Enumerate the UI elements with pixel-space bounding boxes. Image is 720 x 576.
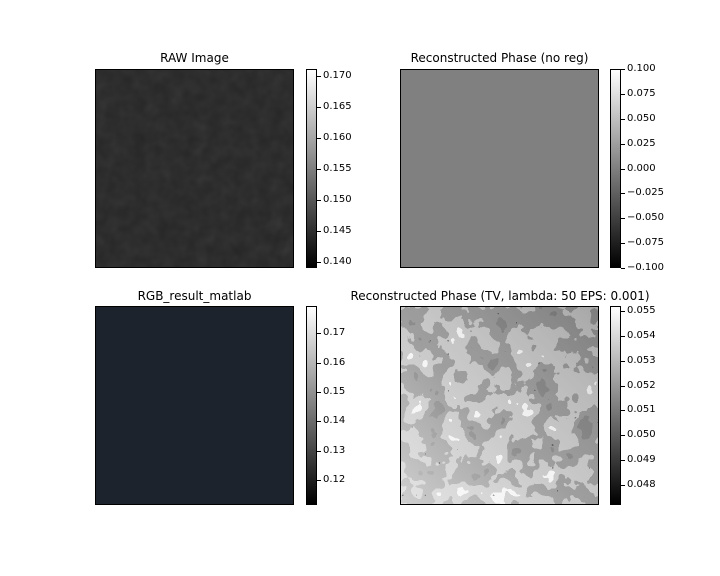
colorbar-tick-label: 0.052 xyxy=(627,380,656,391)
colorbar-tick-label: 0.049 xyxy=(627,454,656,465)
panel-title-raw-image: RAW Image xyxy=(160,51,229,65)
colorbar-tick-label: 0.053 xyxy=(627,355,656,366)
colorbar-tick-label: 0.17 xyxy=(323,327,346,338)
colorbar-tick-label: 0.160 xyxy=(323,132,352,143)
colorbar-tick-label: −0.025 xyxy=(627,187,665,198)
colorbar-tick-label: 0.025 xyxy=(627,138,656,149)
phase-no-reg-texture xyxy=(401,70,598,267)
phase-no-reg-colorbar xyxy=(610,69,621,268)
colorbar-tick-mark xyxy=(621,485,625,486)
colorbar-tick-label: −0.075 xyxy=(627,237,665,248)
colorbar-tick-label: 0.055 xyxy=(627,305,656,316)
colorbar-tick-mark xyxy=(317,138,321,139)
colorbar-tick-mark xyxy=(317,262,321,263)
colorbar-tick-label: 0.050 xyxy=(627,429,656,440)
colorbar-tick-mark xyxy=(621,218,625,219)
colorbar-tick-mark xyxy=(317,107,321,108)
colorbar-tick-mark xyxy=(621,336,625,337)
colorbar-tick-mark xyxy=(317,76,321,77)
colorbar-tick-mark xyxy=(621,69,625,70)
colorbar-tick-mark xyxy=(621,386,625,387)
colorbar-tick-label: 0.165 xyxy=(323,101,352,112)
colorbar-tick-mark xyxy=(317,200,321,201)
colorbar-tick-label: 0.150 xyxy=(323,194,352,205)
colorbar-tick-mark xyxy=(317,169,321,170)
raw-image-texture xyxy=(96,70,293,267)
colorbar-tick-label: 0.054 xyxy=(627,330,656,341)
colorbar-tick-mark xyxy=(317,421,321,422)
rgb-result-heatmap xyxy=(95,306,294,505)
colorbar-tick-label: 0.140 xyxy=(323,256,352,267)
colorbar-tick-label: 0.048 xyxy=(627,479,656,490)
colorbar-tick-mark xyxy=(621,460,625,461)
colorbar-tick-label: 0.170 xyxy=(323,70,352,81)
colorbar-tick-label: 0.12 xyxy=(323,474,346,485)
panel-title-phase-tv: Reconstructed Phase (TV, lambda: 50 EPS:… xyxy=(350,289,650,303)
phase-tv-colorbar xyxy=(610,306,621,505)
colorbar-tick-label: 0.075 xyxy=(627,88,656,99)
colorbar-tick-mark xyxy=(317,392,321,393)
colorbar-tick-label: 0.155 xyxy=(323,163,352,174)
colorbar-tick-mark xyxy=(317,333,321,334)
colorbar-tick-mark xyxy=(317,451,321,452)
colorbar-tick-label: 0.051 xyxy=(627,404,656,415)
colorbar-tick-label: 0.050 xyxy=(627,113,656,124)
colorbar-tick-label: 0.16 xyxy=(323,357,346,368)
phase-no-reg-heatmap xyxy=(400,69,599,268)
colorbar-tick-label: 0.000 xyxy=(627,163,656,174)
phase-tv-heatmap xyxy=(400,306,599,505)
colorbar-tick-mark xyxy=(621,243,625,244)
panel-title-phase-no-reg: Reconstructed Phase (no reg) xyxy=(410,51,589,65)
colorbar-tick-label: 0.14 xyxy=(323,415,346,426)
colorbar-tick-mark xyxy=(621,410,625,411)
colorbar-tick-label: −0.100 xyxy=(627,262,665,273)
colorbar-tick-mark xyxy=(621,169,625,170)
colorbar-tick-label: −0.050 xyxy=(627,212,665,223)
colorbar-tick-mark xyxy=(317,480,321,481)
rgb-result-texture xyxy=(96,307,293,504)
colorbar-tick-mark xyxy=(621,144,625,145)
raw-image-colorbar xyxy=(306,69,317,268)
raw-image-heatmap xyxy=(95,69,294,268)
colorbar-tick-label: 0.15 xyxy=(323,386,346,397)
colorbar-tick-mark xyxy=(317,363,321,364)
colorbar-tick-mark xyxy=(621,311,625,312)
colorbar-tick-mark xyxy=(621,94,625,95)
colorbar-tick-label: 0.100 xyxy=(627,63,656,74)
rgb-result-colorbar xyxy=(306,306,317,505)
colorbar-tick-mark xyxy=(621,119,625,120)
colorbar-tick-mark xyxy=(621,268,625,269)
colorbar-tick-mark xyxy=(621,193,625,194)
phase-tv-texture xyxy=(401,307,598,504)
colorbar-tick-mark xyxy=(317,231,321,232)
colorbar-tick-mark xyxy=(621,361,625,362)
panel-title-rgb-result: RGB_result_matlab xyxy=(137,289,252,303)
colorbar-tick-label: 0.145 xyxy=(323,225,352,236)
colorbar-tick-mark xyxy=(621,435,625,436)
colorbar-tick-label: 0.13 xyxy=(323,445,346,456)
